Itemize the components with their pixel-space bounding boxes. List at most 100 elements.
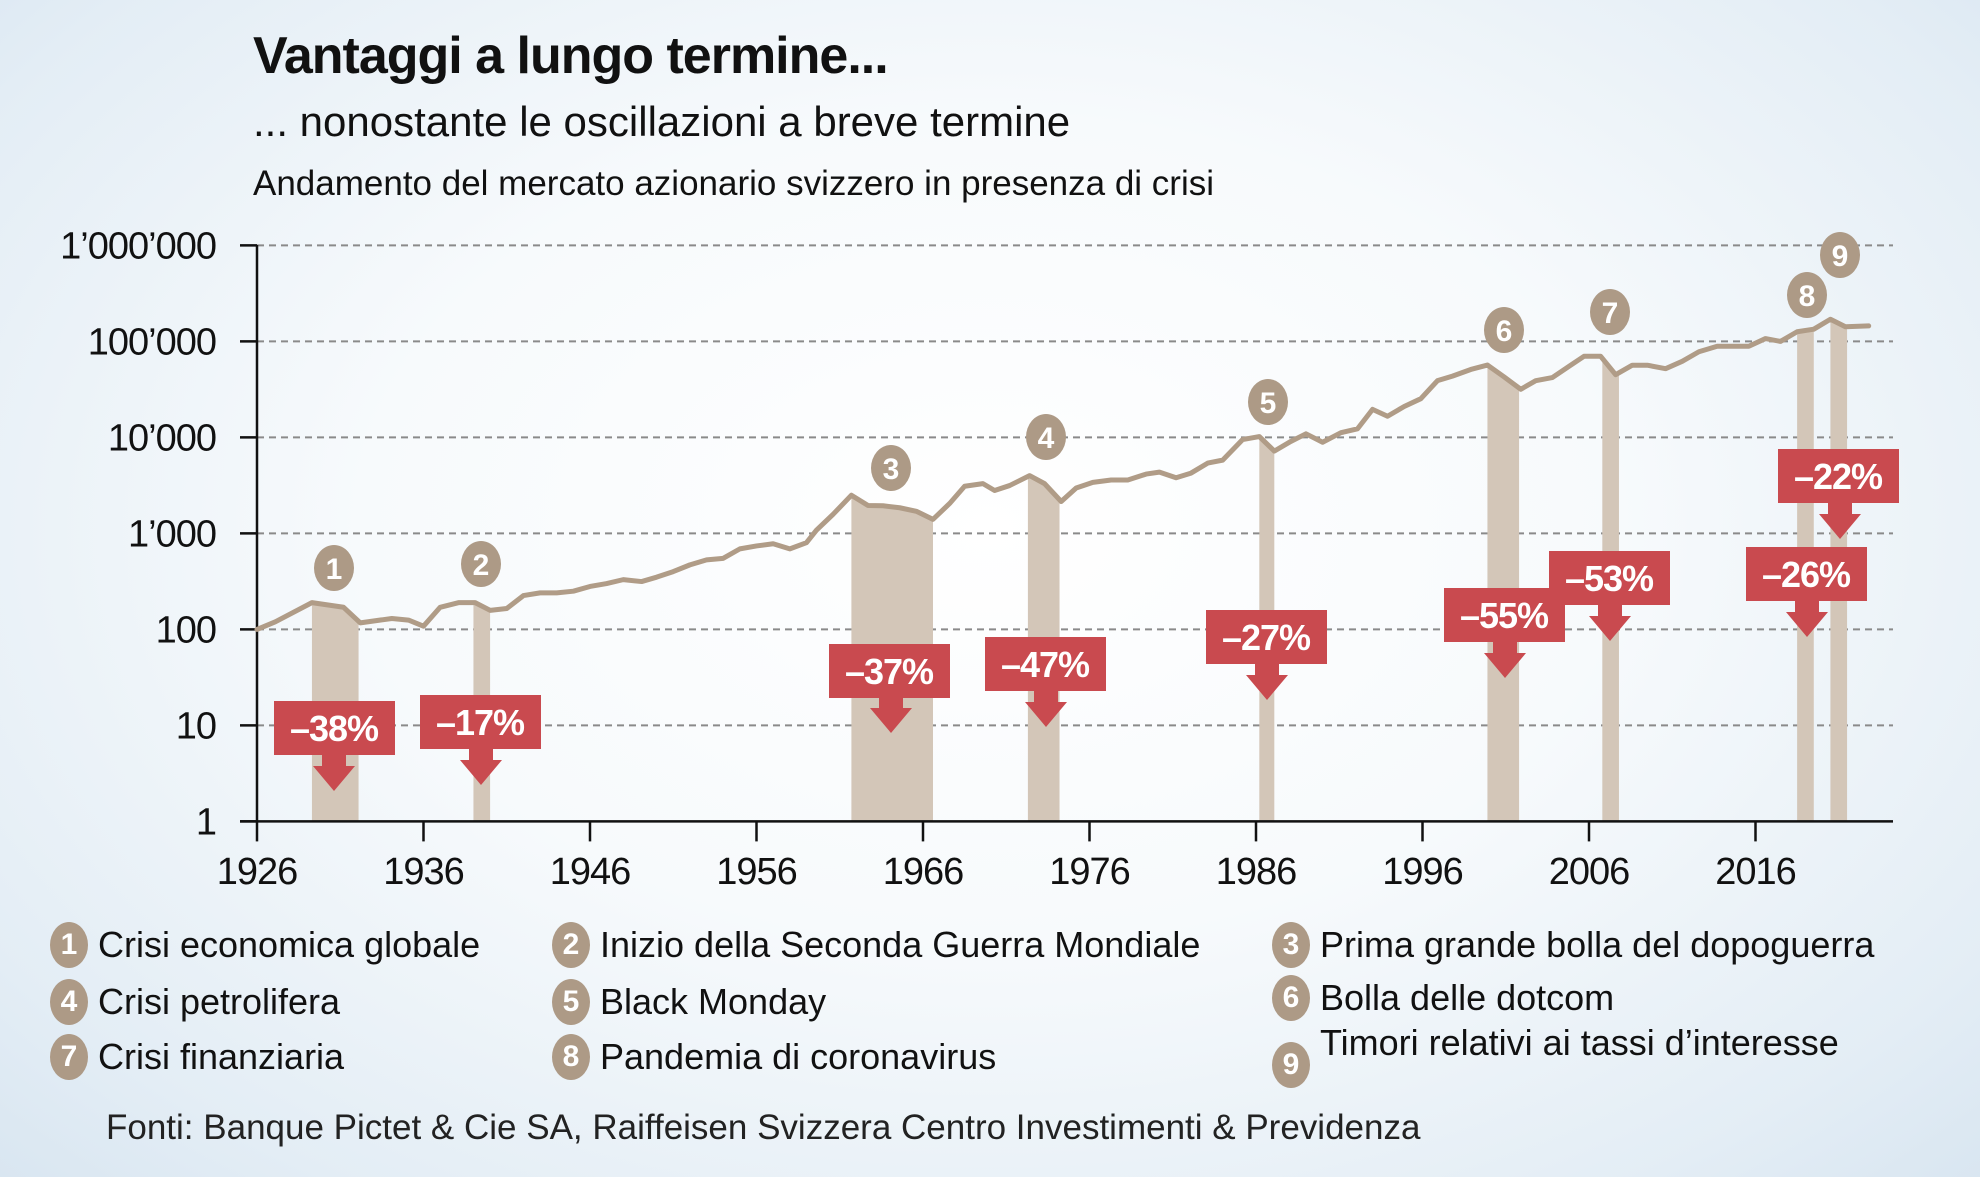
x-tick-label: 1946: [550, 851, 631, 893]
legend-item: 5 Black Monday: [552, 979, 826, 1025]
badge-number: 8: [552, 1034, 590, 1080]
badge-number: 9: [1272, 1042, 1310, 1088]
badge-number: 6: [1272, 975, 1310, 1021]
badge-circle: [1484, 307, 1524, 353]
crisis-badge: 4: [1026, 414, 1066, 460]
crisis-badge: 1: [314, 545, 354, 591]
drawdown-box: [1549, 551, 1670, 605]
badge-number: 2: [552, 922, 590, 968]
crisis-badge: 5: [1248, 379, 1288, 425]
drawdown-label: –37%: [829, 644, 950, 733]
y-tick-label: 10’000: [108, 417, 216, 459]
badge-number: 1: [326, 553, 343, 586]
drawdown-box: [420, 695, 541, 749]
drawdown-label: –38%: [274, 701, 395, 791]
drawdown-box: [1444, 588, 1565, 642]
drawdown-box: [985, 637, 1106, 691]
arrow-down-icon: [1819, 499, 1861, 539]
drawdown-value: –47%: [1001, 644, 1090, 685]
legend-item: 1 Crisi economica globale: [50, 922, 480, 968]
y-tick-label: 1: [196, 801, 216, 843]
badge-circle: [461, 541, 501, 587]
legend-label: Crisi petrolifera: [98, 981, 341, 1022]
badge-number: 7: [50, 1034, 88, 1080]
legend-label: Timori relativi ai tassi d’interesse: [1320, 1022, 1839, 1063]
crisis-badge: 6: [1484, 307, 1524, 353]
x-tick-label: 1926: [217, 851, 298, 893]
source-note: Fonti: Banque Pictet & Cie SA, Raiffeise…: [106, 1108, 1421, 1147]
badge-number: 5: [552, 979, 590, 1025]
drawdown-value: –22%: [1794, 456, 1883, 497]
badge-number: 5: [1260, 387, 1277, 420]
drawdown-label: –55%: [1444, 588, 1565, 678]
crisis-badge: 8: [1787, 272, 1827, 318]
y-tick-label: 1’000’000: [60, 225, 216, 267]
badge-number: 3: [1272, 922, 1310, 968]
badge-circle: [871, 445, 911, 491]
arrow-down-icon: [1246, 660, 1288, 700]
crisis-badge: 7: [1590, 289, 1630, 335]
arrow-down-icon: [1025, 687, 1067, 727]
drawdown-box: [274, 701, 395, 755]
drawdown-label: –26%: [1746, 547, 1867, 637]
legend-item: 7 Crisi finanziaria: [50, 1034, 344, 1080]
drawdown-label: –27%: [1206, 610, 1327, 700]
legend-label: Crisi economica globale: [98, 924, 481, 965]
badge-number: 7: [1602, 297, 1619, 330]
drawdown-box: [1746, 547, 1867, 601]
legend-label: Black Monday: [600, 981, 827, 1022]
badge-circle: [1590, 289, 1630, 335]
y-tick-label: 100’000: [88, 321, 216, 363]
badge-number: 2: [473, 549, 490, 582]
badge-number: 4: [50, 979, 88, 1025]
drawdown-label: –17%: [420, 695, 541, 785]
x-tick-label: 1996: [1382, 851, 1463, 893]
drawdown-value: –26%: [1762, 554, 1851, 595]
drawdown-value: –55%: [1460, 595, 1549, 636]
legend-item: 8 Pandemia di coronavirus: [552, 1034, 996, 1080]
y-tick-label: 1’000: [128, 513, 216, 555]
drawdown-value: –27%: [1222, 617, 1311, 658]
drawdown-value: –37%: [845, 651, 934, 692]
drawdown-box: [829, 644, 950, 698]
drawdown-value: –17%: [436, 702, 525, 743]
chart-subtitle: ... nonostante le oscillazioni a breve t…: [253, 98, 1071, 145]
legend-item: 9 Timori relativi ai tassi d’interesse: [1272, 1022, 1839, 1088]
chart-description: Andamento del mercato azionario svizzero…: [253, 164, 1215, 203]
drawdown-label: –47%: [985, 637, 1106, 727]
x-tick-label: 1966: [883, 851, 964, 893]
x-tick-label: 1976: [1049, 851, 1130, 893]
badge-circle: [1820, 232, 1860, 278]
x-tick-label: 1936: [383, 851, 464, 893]
legend-label: Pandemia di coronavirus: [600, 1036, 997, 1077]
badge-number: 6: [1496, 315, 1513, 348]
badge-number: 1: [50, 922, 88, 968]
legend-label: Bolla delle dotcom: [1320, 977, 1615, 1018]
x-tick-label: 2006: [1549, 851, 1630, 893]
drawdown-value: –38%: [290, 708, 379, 749]
drawdown-box: [1778, 449, 1899, 503]
legend-item: 3 Prima grande bolla del dopoguerra: [1272, 922, 1874, 968]
badge-circle: [1787, 272, 1827, 318]
crisis-badge: 2: [461, 541, 501, 587]
y-tick-label: 100: [156, 609, 216, 651]
arrow-down-icon: [460, 745, 502, 785]
badge-circle: [1026, 414, 1066, 460]
badge-circle: [1248, 379, 1288, 425]
crisis-badge: 9: [1820, 232, 1860, 278]
legend-item: 2 Inizio della Seconda Guerra Mondiale: [552, 922, 1200, 968]
arrow-down-icon: [1786, 597, 1828, 637]
drawdown-label: –53%: [1549, 551, 1670, 641]
x-tick-label: 1986: [1216, 851, 1297, 893]
chart-title: Vantaggi a lungo termine...: [253, 27, 889, 85]
legend-label: Crisi finanziaria: [98, 1036, 345, 1077]
legend-label: Prima grande bolla del dopoguerra: [1320, 924, 1875, 965]
legend-label: Inizio della Seconda Guerra Mondiale: [600, 924, 1201, 965]
drawdown-label: –22%: [1778, 449, 1899, 539]
drawdown-value: –53%: [1565, 558, 1654, 599]
badge-circle: [314, 545, 354, 591]
series-line: [254, 316, 1872, 632]
x-tick-label: 1956: [716, 851, 797, 893]
badge-number: 3: [883, 453, 900, 486]
